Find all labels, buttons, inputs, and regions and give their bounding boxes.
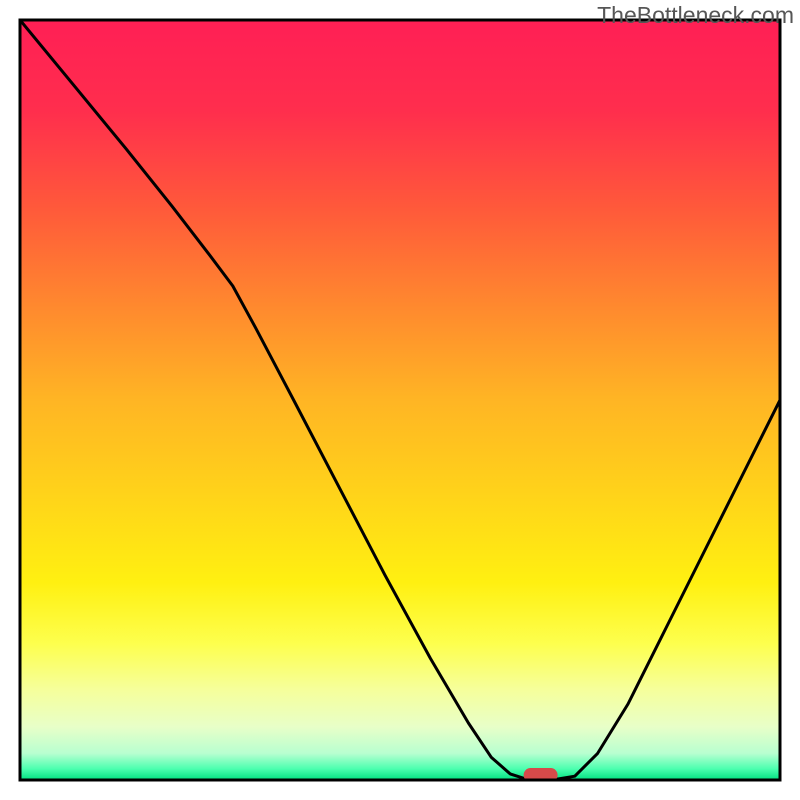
chart-container: TheBottleneck.com bbox=[0, 0, 800, 800]
plot-background bbox=[20, 20, 780, 780]
watermark-text: TheBottleneck.com bbox=[597, 2, 794, 29]
bottleneck-chart bbox=[0, 0, 800, 800]
